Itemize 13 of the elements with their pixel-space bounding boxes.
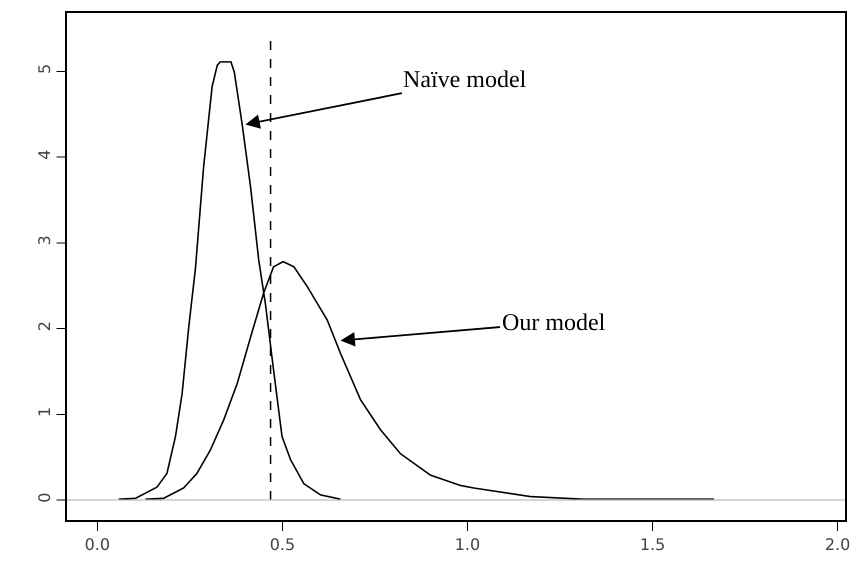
x-tick-label: 1.0 bbox=[454, 534, 480, 554]
y-tick-label: 0 bbox=[34, 492, 54, 503]
x-tick-label: 0.5 bbox=[270, 534, 296, 554]
y-tick-label: 2 bbox=[34, 321, 54, 332]
y-tick-label: 3 bbox=[34, 235, 54, 246]
x-tick-label: 2.0 bbox=[824, 534, 850, 554]
annotation: Naïve model bbox=[403, 67, 527, 93]
annotation: Our model bbox=[502, 310, 606, 336]
x-tick-label: 1.5 bbox=[640, 534, 666, 554]
x-tick-label: 0.0 bbox=[84, 534, 110, 554]
y-tick-label: 4 bbox=[34, 150, 54, 160]
y-tick-label: 5 bbox=[34, 64, 54, 74]
y-tick-label: 1 bbox=[34, 406, 54, 417]
